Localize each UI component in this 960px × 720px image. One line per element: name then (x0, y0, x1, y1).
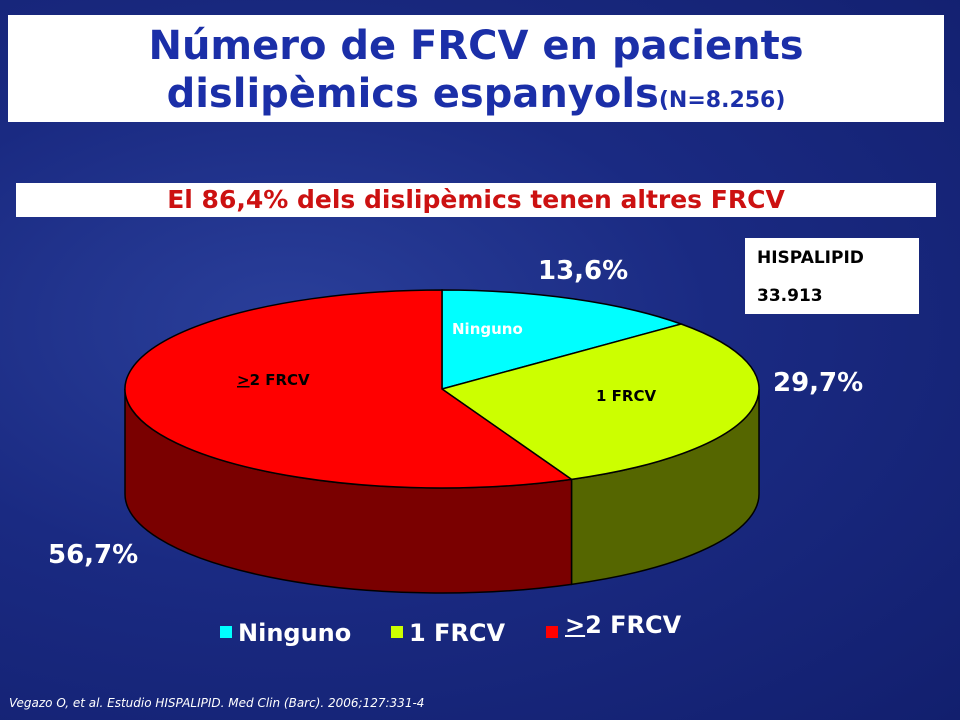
pie-slice-1-frcv (440, 323, 760, 481)
legend-swatch-ninguno (220, 626, 232, 638)
title-box: Número de FRCV en pacients dislipèmics e… (8, 15, 944, 122)
legend-swatch-2-frcv (546, 626, 558, 638)
value-label-1-frcv: 29,7% (773, 368, 864, 398)
page-title-line1: Número de FRCV en pacients (148, 23, 804, 69)
page-title-line2: dislipèmics espanyols(N=8.256) (8, 71, 944, 124)
legend-label-ninguno: Ninguno (238, 619, 352, 647)
slice-label-2-frcv-ge: > (237, 371, 250, 389)
legend-label-1-frcv: 1 FRCV (409, 619, 506, 647)
info-study-count: 33.913 (757, 286, 823, 306)
pie-slice-2-frcv (124, 289, 574, 489)
slice-label-1-frcv: 1 FRCV (596, 387, 656, 405)
legend-label-2-frcv: >2 FRCV (565, 611, 681, 639)
citation: Vegazo O, et al. Estudio HISPALIPID. Med… (9, 696, 425, 710)
value-label-ninguno: 13,6% (538, 256, 629, 286)
slice-label-ninguno: Ninguno (452, 320, 523, 338)
sample-size: (N=8.256) (658, 88, 786, 113)
slice-label-2-frcv: >2 FRCV (237, 371, 310, 389)
info-box: HISPALIPID 33.913 (745, 238, 919, 314)
page-title-line2-main: dislipèmics espanyols (166, 71, 659, 117)
slice-label-2-frcv-rest: 2 FRCV (250, 371, 310, 389)
legend-label-2-frcv-ge: > (565, 611, 586, 639)
info-study-name: HISPALIPID (757, 248, 864, 268)
pie-slice-ninguno (441, 289, 684, 390)
value-label-2-frcv: 56,7% (48, 540, 139, 570)
legend-swatch-1-frcv (391, 626, 403, 638)
legend-label-2-frcv-rest: 2 FRCV (585, 611, 682, 639)
subtitle: El 86,4% dels dislipèmics tenen altres F… (16, 183, 936, 217)
